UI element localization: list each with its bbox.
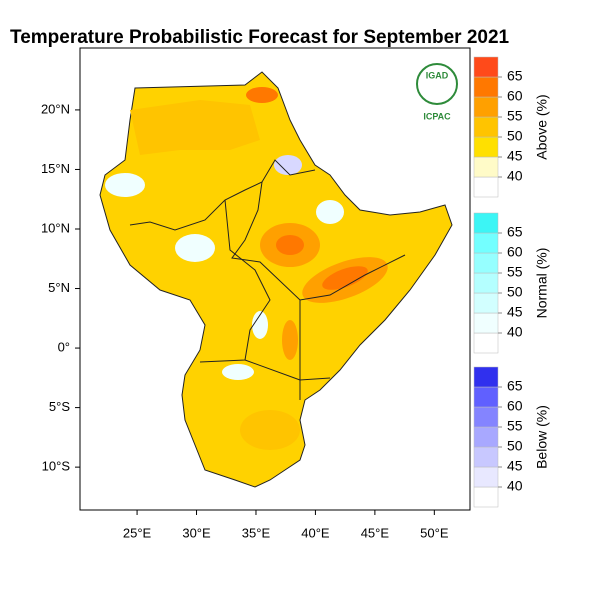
x-tick-label: 45°E (361, 525, 390, 540)
logo-name: IGAD (426, 70, 449, 80)
legend-tick-label: 40 (507, 324, 523, 340)
land (99, 71, 453, 488)
legend-tick-label: 60 (507, 244, 523, 260)
x-tick-label: 25°E (123, 525, 152, 540)
legend-box (473, 136, 499, 158)
legend-tick-label: 40 (507, 478, 523, 494)
legend-tick-label: 40 (507, 168, 523, 184)
legend-tick-label: 65 (507, 378, 523, 394)
x-tick-label: 50°E (420, 525, 449, 540)
zone (282, 320, 298, 360)
y-tick-label: 15°N (41, 161, 70, 176)
zone (240, 410, 300, 450)
legend-box (473, 272, 499, 294)
border (244, 359, 301, 400)
legend-tick-label: 55 (507, 108, 523, 124)
legend-box (473, 406, 499, 428)
y-tick-label: 5°S (49, 399, 70, 414)
y-tick-label: 10°N (41, 220, 70, 235)
zone (175, 234, 215, 262)
zone (274, 155, 302, 175)
legend-box (473, 76, 499, 98)
legend-tick-label: 65 (507, 68, 523, 84)
legend-box (473, 292, 499, 314)
legend-box (473, 116, 499, 138)
legend-box (473, 486, 499, 508)
border (231, 181, 406, 301)
zone (316, 200, 344, 224)
legend-tick-label: 60 (507, 88, 523, 104)
region (99, 71, 453, 488)
x-tick-label: 40°E (301, 525, 330, 540)
zone (130, 100, 260, 155)
legend-box (473, 176, 499, 198)
title: Temperature Probabilistic Forecast for S… (10, 27, 510, 48)
x-tick-label: 35°E (242, 525, 271, 540)
legend-tick-label: 45 (507, 304, 523, 320)
legend-tick-label: 50 (507, 128, 523, 144)
legend-box (473, 426, 499, 448)
legend-tick-label: 50 (507, 438, 523, 454)
zone (246, 87, 278, 103)
border (129, 159, 316, 231)
legend-box (473, 212, 499, 234)
legend-box (473, 446, 499, 468)
legend-box (473, 232, 499, 254)
legend-tick-label: 65 (507, 224, 523, 240)
zone (222, 364, 254, 380)
legend-tick-label: 55 (507, 418, 523, 434)
legend-box (473, 466, 499, 488)
x-tick-label: 30°E (182, 525, 211, 540)
zone (252, 311, 268, 339)
y-tick-label: 10°S (42, 459, 71, 474)
logo-emblem (416, 63, 458, 105)
legend-box (473, 56, 499, 78)
zone (105, 173, 145, 197)
logo-subtitle: ICPAC (423, 111, 451, 121)
legend-tick-label: 55 (507, 264, 523, 280)
legend-tick-label: 50 (507, 284, 523, 300)
zone (276, 235, 304, 255)
legend-box (473, 252, 499, 274)
legend-box (473, 366, 499, 388)
y-tick-label: 20°N (41, 101, 70, 116)
legend-box (473, 312, 499, 334)
legend-title: Normal (%) (534, 248, 550, 319)
zone (322, 266, 368, 290)
legend-tick-label: 60 (507, 398, 523, 414)
legend-tick-label: 45 (507, 458, 523, 474)
legend-title: Below (%) (534, 405, 550, 469)
legend-title: Above (%) (534, 94, 550, 159)
y-tick-label: 0° (58, 339, 70, 354)
legend-box (473, 96, 499, 118)
legend-box (473, 156, 499, 178)
legend-box (473, 332, 499, 354)
y-tick-label: 5°N (48, 280, 70, 295)
legend-tick-label: 45 (507, 148, 523, 164)
legend-box (473, 386, 499, 408)
